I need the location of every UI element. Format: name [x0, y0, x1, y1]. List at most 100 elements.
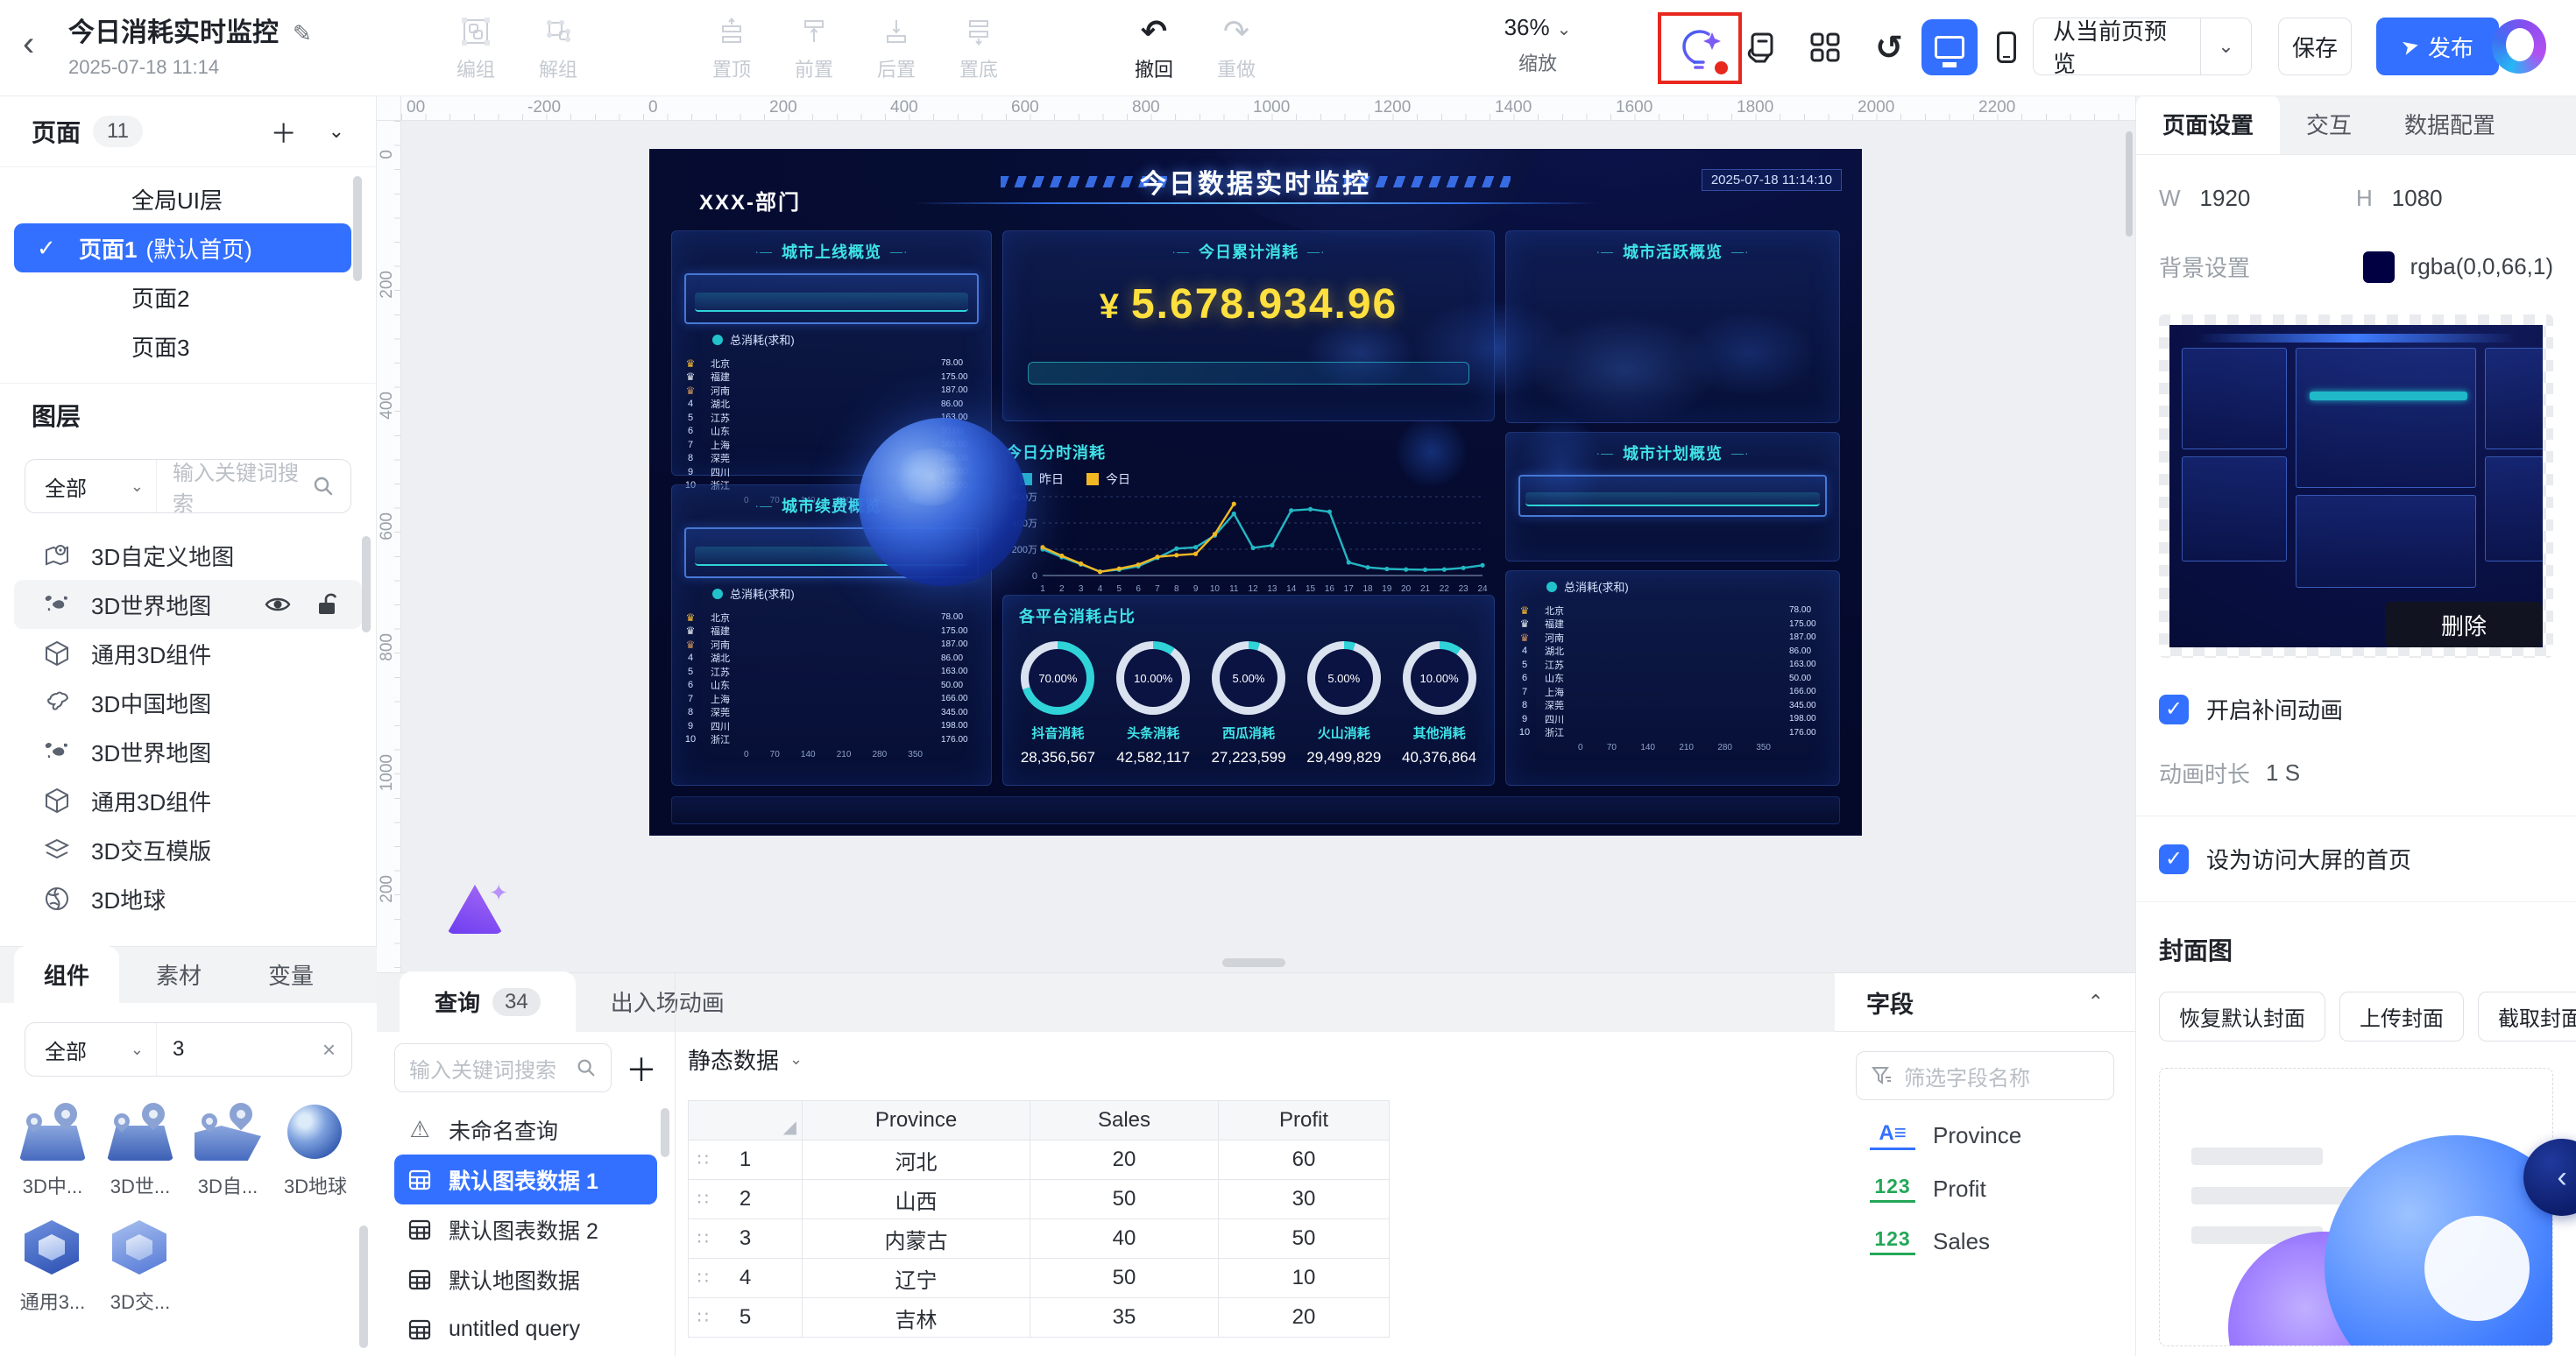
- duration-value[interactable]: 1 S: [2266, 759, 2301, 786]
- add-page-button[interactable]: ＋: [270, 120, 297, 149]
- column-header[interactable]: Province: [802, 1100, 1030, 1141]
- eye-icon[interactable]: [264, 590, 292, 618]
- back-icon[interactable]: ‹: [23, 25, 35, 63]
- tween-checkbox[interactable]: [2159, 694, 2189, 724]
- component-item[interactable]: 3D中...: [9, 1098, 96, 1199]
- user-avatar[interactable]: [2492, 19, 2546, 74]
- canvas-area[interactable]: 00 -200 0 200 400 600 800 1000 1200 1400 1600 1800 2…: [377, 96, 2135, 972]
- inspector-tab[interactable]: 交互: [2306, 112, 2353, 138]
- query-list-item[interactable]: 默认地图数据: [394, 1254, 657, 1304]
- drag-handle-icon[interactable]: ∷: [697, 1308, 709, 1328]
- publish-button[interactable]: ➤ 发布: [2376, 18, 2499, 75]
- move-backward-button[interactable]: 后置: [857, 12, 936, 82]
- tab-animation[interactable]: 出入场动画: [610, 990, 725, 1016]
- edit-title-icon[interactable]: ✎: [293, 20, 312, 46]
- query-list-item[interactable]: 默认图表数据 1: [394, 1155, 657, 1204]
- query-search-input[interactable]: 输入关键词搜索: [394, 1043, 612, 1092]
- query-list-item[interactable]: untitled query: [394, 1304, 657, 1354]
- clear-icon[interactable]: ×: [322, 1035, 336, 1063]
- background-color-swatch[interactable]: [2362, 251, 2395, 283]
- table-row[interactable]: ∷ 2 山西 50 30: [688, 1179, 1390, 1219]
- layer-list-item[interactable]: 3D地球: [14, 874, 362, 923]
- ungroup-button[interactable]: 解组: [519, 12, 598, 82]
- inspector-tab[interactable]: 页面设置: [2136, 94, 2281, 154]
- move-forward-button[interactable]: 前置: [775, 12, 853, 82]
- history-button[interactable]: ↺: [1861, 19, 1917, 75]
- tab-query[interactable]: 查询 34: [400, 971, 576, 1032]
- unlock-icon[interactable]: [315, 590, 341, 618]
- component-item[interactable]: 通用3...: [9, 1218, 96, 1315]
- height-field[interactable]: H 1080: [2356, 185, 2443, 211]
- bring-to-front-button[interactable]: 置顶: [692, 12, 771, 82]
- drag-handle-icon[interactable]: ∷: [697, 1150, 709, 1170]
- field-item[interactable]: A≡ Province: [1835, 1109, 2135, 1162]
- dock-scrollbar[interactable]: [359, 1225, 368, 1348]
- homepage-checkbox[interactable]: [2159, 844, 2189, 874]
- field-filter-input[interactable]: 筛选字段名称: [1856, 1051, 2114, 1100]
- layer-filter-select[interactable]: 全部 ⌄: [25, 460, 157, 512]
- desktop-view-button[interactable]: [1921, 19, 1978, 75]
- canvas-scrollbar[interactable]: [2126, 131, 2133, 237]
- cover-action-button[interactable]: 截取封面: [2478, 992, 2576, 1042]
- inspector-tab[interactable]: 数据配置: [2404, 112, 2496, 138]
- panel-resize-handle[interactable]: [1222, 958, 1285, 967]
- column-header[interactable]: Profit: [1218, 1100, 1390, 1141]
- cover-action-button[interactable]: 恢复默认封面: [2159, 992, 2325, 1042]
- component-item[interactable]: 3D交...: [96, 1218, 184, 1315]
- field-item[interactable]: 123 Sales: [1835, 1215, 2135, 1268]
- layer-list-item[interactable]: 3D自定义地图: [14, 531, 362, 580]
- cover-action-button[interactable]: 上传封面: [2339, 992, 2464, 1042]
- undo-button[interactable]: ↶ 撤回: [1134, 13, 1173, 81]
- collapse-fields-icon[interactable]: ⌃: [2087, 991, 2104, 1013]
- send-to-back-button[interactable]: 置底: [939, 12, 1018, 82]
- component-item[interactable]: 3D自...: [184, 1098, 272, 1199]
- layer-list-item[interactable]: 3D交互模版: [14, 825, 362, 874]
- dock-tab[interactable]: 组件: [14, 946, 120, 1003]
- page-list-item[interactable]: 页面3: [131, 334, 190, 361]
- component-search-input[interactable]: 3 ×: [173, 1035, 336, 1063]
- layer-search-input[interactable]: 输入关键词搜索: [157, 460, 350, 512]
- drag-handle-icon[interactable]: ∷: [697, 1268, 709, 1289]
- ai-assistant-button[interactable]: [1658, 12, 1742, 84]
- query-list-item[interactable]: ⚠ 未命名查询: [394, 1105, 657, 1155]
- component-item[interactable]: 3D地球: [272, 1103, 359, 1199]
- page-list-item[interactable]: 页面2: [131, 285, 190, 312]
- table-corner-cell[interactable]: ◢: [688, 1100, 803, 1141]
- page-list-item[interactable]: ✓ 页面1 (默认首页): [14, 223, 351, 272]
- collapse-pages-icon[interactable]: ⌄: [328, 120, 344, 142]
- dock-tab[interactable]: 素材: [156, 963, 202, 989]
- layer-list-item[interactable]: 3D世界地图: [14, 580, 362, 629]
- layer-list-item[interactable]: 通用3D组件: [14, 629, 362, 678]
- ai-magic-button[interactable]: ✦: [447, 879, 508, 941]
- query-scrollbar[interactable]: [661, 1108, 669, 1157]
- mobile-view-button[interactable]: [1978, 19, 2035, 75]
- add-query-button[interactable]: ＋: [625, 1052, 657, 1088]
- feedback-button[interactable]: [1733, 19, 1789, 75]
- drag-handle-icon[interactable]: ∷: [697, 1190, 709, 1210]
- drag-handle-icon[interactable]: ∷: [697, 1229, 709, 1249]
- preview-dropdown[interactable]: ⌄: [2199, 18, 2251, 74]
- field-item[interactable]: 123 Profit: [1835, 1162, 2135, 1215]
- component-item[interactable]: 3D世...: [96, 1098, 184, 1199]
- component-filter-select[interactable]: 全部 ⌄: [25, 1023, 157, 1076]
- table-row[interactable]: ∷ 5 吉林 35 20: [688, 1297, 1390, 1338]
- column-header[interactable]: Sales: [1030, 1100, 1219, 1141]
- table-row[interactable]: ∷ 1 河北 20 60: [688, 1140, 1390, 1180]
- width-field[interactable]: W 1920: [2159, 185, 2251, 211]
- layer-list-item[interactable]: 通用3D组件: [14, 776, 362, 825]
- data-source-select[interactable]: 静态数据 ⌄: [688, 1048, 803, 1074]
- preview-button[interactable]: 从当前页预览 ⌄: [2033, 18, 2252, 77]
- pages-scrollbar[interactable]: [353, 176, 362, 281]
- redo-button[interactable]: ↷ 重做: [1216, 13, 1256, 81]
- dashboard-artboard[interactable]: 今日数据实时监控 2025-07-18 11:14:10 XXX-部门 城市上线…: [650, 150, 1861, 835]
- zoom-control[interactable]: 36% ⌄ 缩放: [1490, 14, 1586, 76]
- layer-list-item[interactable]: 3D中国地图: [14, 678, 362, 727]
- layer-list-item[interactable]: 3D世界地图: [14, 727, 362, 776]
- background-preview[interactable]: 删除: [2159, 314, 2553, 658]
- group-button[interactable]: 编组: [436, 12, 515, 82]
- table-row[interactable]: ∷ 3 内蒙古 40 50: [688, 1218, 1390, 1259]
- table-row[interactable]: ∷ 4 辽宁 50 10: [688, 1258, 1390, 1298]
- query-list-item[interactable]: 默认图表数据 2: [394, 1204, 657, 1254]
- page-list-item[interactable]: 全局UI层: [131, 187, 223, 214]
- layers-scrollbar[interactable]: [362, 536, 371, 632]
